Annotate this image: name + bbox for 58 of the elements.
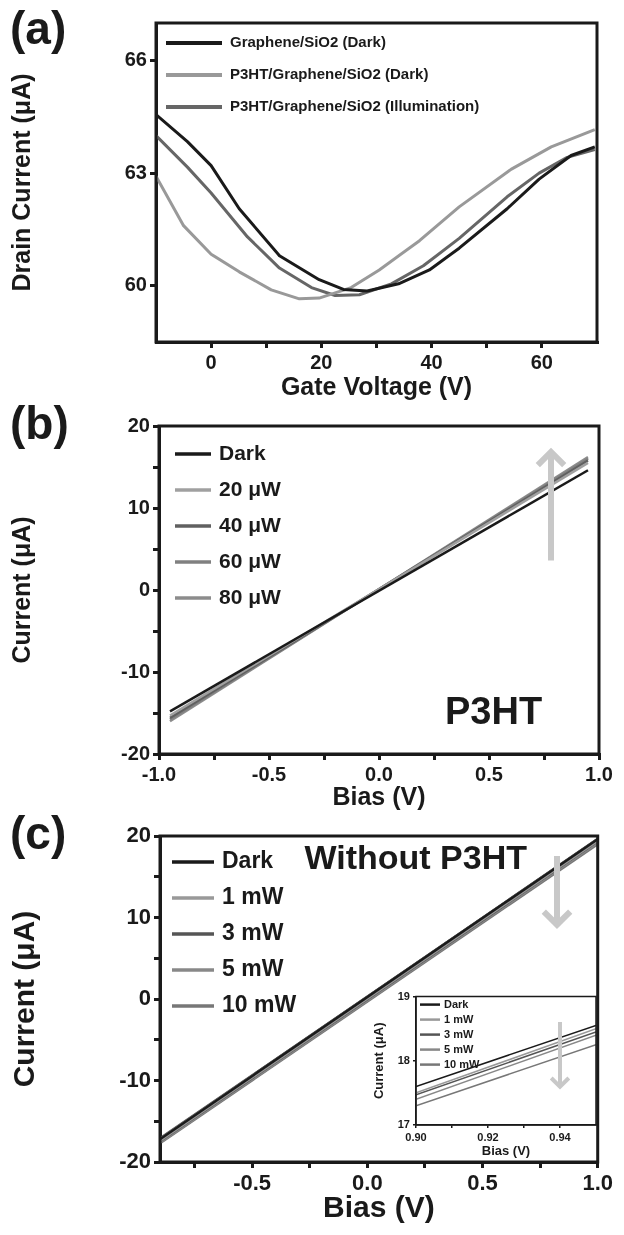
- legend-label: 1 mW: [444, 1012, 474, 1025]
- y-tick-label: -10: [119, 1066, 151, 1092]
- legend-label: Dark: [219, 440, 267, 464]
- y-tick-label: -20: [121, 741, 150, 764]
- legend-label: 60 μW: [219, 548, 282, 572]
- y-tick-label: 10: [127, 495, 150, 518]
- legend-label: 80 μW: [219, 584, 282, 608]
- x-tick-label: -0.5: [233, 1170, 272, 1196]
- y-tick-label: 63: [124, 160, 147, 183]
- x-tick-label: 0: [205, 350, 217, 373]
- y-tick-label: 66: [124, 48, 147, 71]
- x-tick-label: 0.94: [549, 1130, 572, 1143]
- x-tick-label: 0.90: [405, 1130, 427, 1143]
- y-axis-title: Current (μA): [7, 910, 41, 1088]
- legend-label: 10 mW: [222, 991, 297, 1018]
- x-tick-label: -0.5: [251, 762, 287, 785]
- text: (a): [10, 1, 67, 54]
- legend-label: 20 μW: [219, 476, 282, 500]
- annotation: P3HT: [445, 690, 543, 733]
- legend-label: Dark: [222, 847, 274, 874]
- legend-label: P3HT/Graphene/SiO2 (Illumination): [230, 97, 480, 115]
- y-axis-title: Current (μA): [6, 516, 35, 664]
- y-tick-label: -10: [121, 659, 150, 682]
- legend-label: 5 mW: [444, 1042, 474, 1055]
- x-tick-label: 0.5: [467, 1170, 498, 1196]
- y-tick-label: 10: [126, 903, 151, 929]
- y-axis-title: Drain Current (μA): [6, 73, 35, 292]
- x-axis-title: Gate Voltage (V): [280, 371, 473, 400]
- y-tick-label: 20: [126, 822, 151, 848]
- text: (c): [10, 806, 67, 859]
- legend-label: 3 mW: [444, 1027, 474, 1040]
- y-tick-label: 60: [124, 273, 147, 296]
- y-tick-label: 20: [127, 413, 150, 436]
- legend-label: 40 μW: [219, 512, 282, 536]
- y-tick-label: 18: [397, 1053, 410, 1066]
- y-tick-label: 17: [397, 1118, 410, 1131]
- legend-label: Dark: [444, 997, 470, 1010]
- x-axis-title: Bias (V): [481, 1142, 531, 1158]
- x-tick-label: 0.5: [475, 762, 503, 785]
- y-tick-label: -20: [119, 1148, 151, 1174]
- x-tick-label: 40: [420, 350, 443, 373]
- legend-label: P3HT/Graphene/SiO2 (Dark): [230, 65, 429, 83]
- legend-label: 1 mW: [222, 883, 284, 910]
- annotation: Without P3HT: [304, 837, 528, 876]
- legend-label: 3 mW: [222, 919, 284, 946]
- y-tick-label: 0: [138, 577, 150, 600]
- x-tick-label: 60: [530, 350, 553, 373]
- legend-label: 5 mW: [222, 955, 284, 982]
- x-tick-label: -1.0: [141, 762, 177, 785]
- x-tick-label: 20: [310, 350, 333, 373]
- x-tick-label: 1.0: [585, 762, 613, 785]
- y-tick-label: 19: [397, 989, 410, 1002]
- x-tick-label: 0.92: [477, 1130, 499, 1143]
- y-tick-label: 0: [138, 985, 151, 1011]
- x-tick-label: 1.0: [582, 1170, 614, 1196]
- y-axis-title: Current (μA): [371, 1022, 387, 1100]
- text: (b): [10, 396, 69, 449]
- legend-label: Graphene/SiO2 (Dark): [230, 33, 386, 51]
